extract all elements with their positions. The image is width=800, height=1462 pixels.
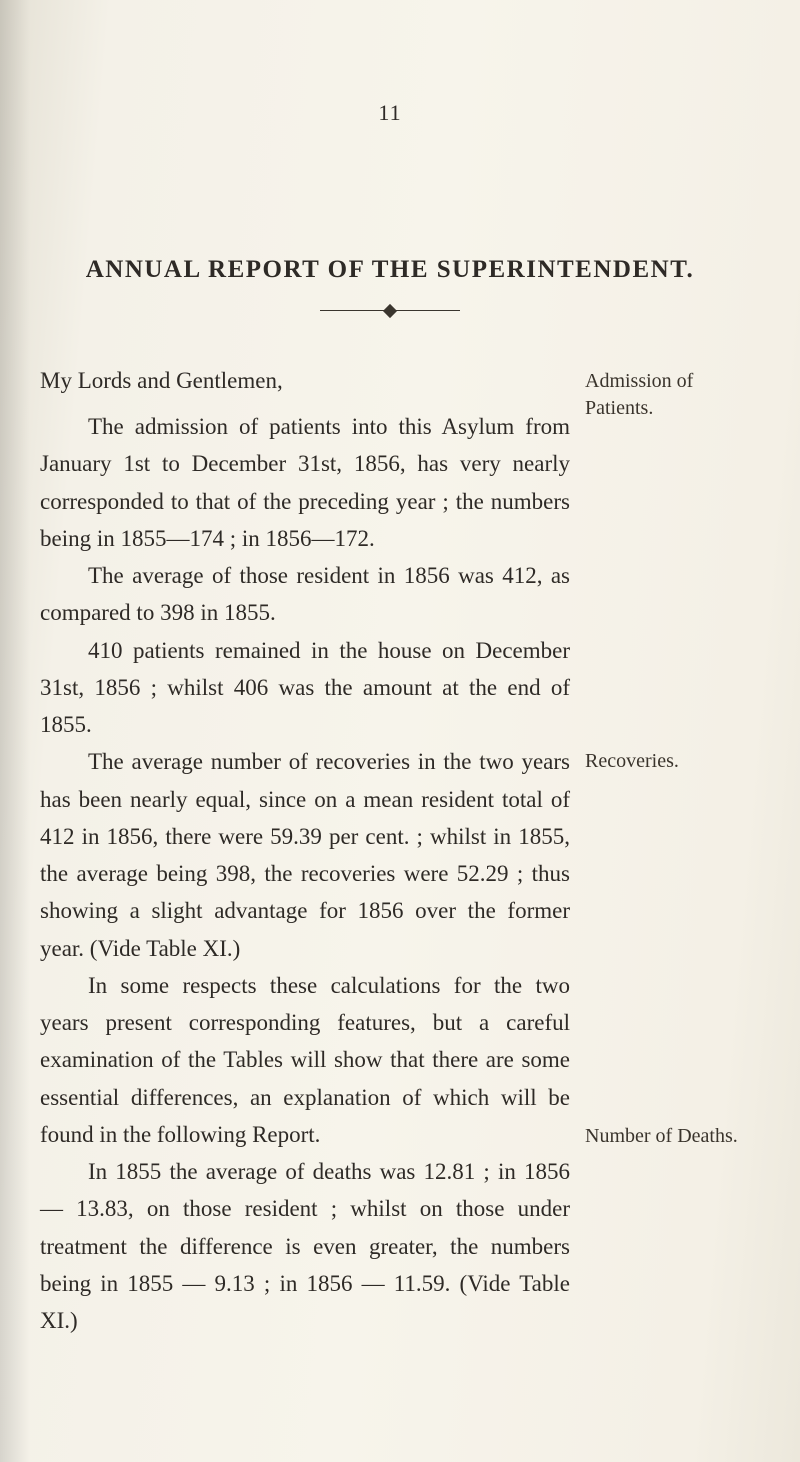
paragraph: In some respects these calculations for … [40, 967, 570, 1153]
scanned-page: 11 ANNUAL REPORT OF THE SUPERINTENDENT. … [0, 0, 800, 1462]
body-text-block: Admission of Patients. Recoveries. Numbe… [40, 368, 740, 1339]
paragraph: In 1855 the average of deaths was 12.81 … [40, 1153, 570, 1339]
margin-note-admission: Admission of Patients. [585, 368, 740, 422]
paragraph: The average of those resident in 1856 wa… [40, 557, 570, 632]
ornamental-rule-wrap [40, 298, 740, 316]
margin-note-recoveries: Recoveries. [585, 748, 740, 775]
paragraph: The average number of recoveries in the … [40, 743, 570, 967]
paragraph: 410 patients remained in the house on De… [40, 632, 570, 744]
margin-note-deaths: Number of Deaths. [585, 1123, 740, 1150]
paragraph: The admission of patients into this Asyl… [40, 408, 570, 557]
page-number: 11 [40, 100, 740, 126]
ornamental-rule-icon [320, 310, 460, 311]
salutation: My Lords and Gentlemen, [40, 368, 570, 394]
report-title: ANNUAL REPORT OF THE SUPERINTENDENT. [40, 256, 740, 284]
